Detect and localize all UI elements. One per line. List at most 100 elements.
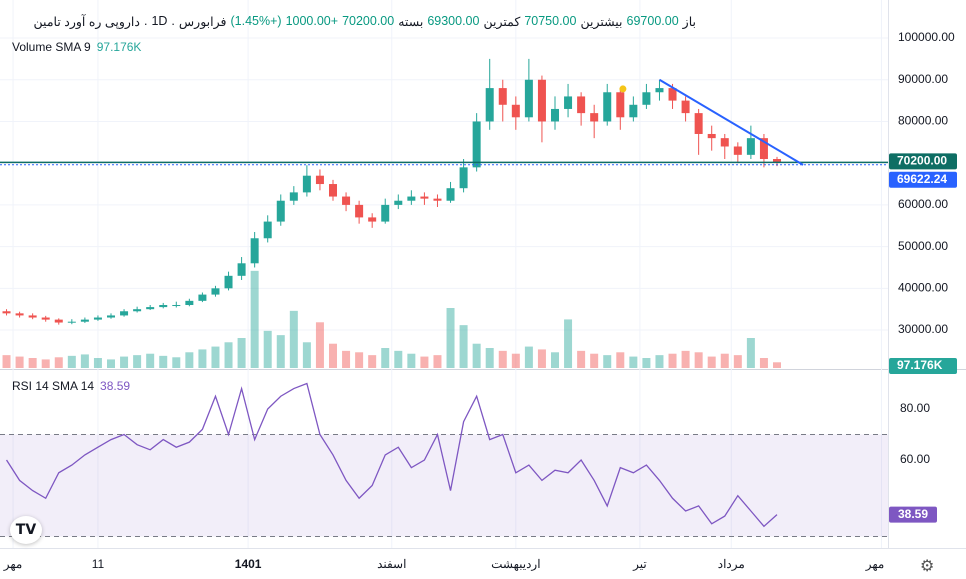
candle-body	[681, 100, 690, 114]
volume-bar	[93, 358, 102, 368]
volume-bar	[616, 352, 625, 368]
candle-body	[41, 317, 50, 320]
rsi-badge: 38.59	[898, 507, 928, 521]
candle-body	[564, 96, 573, 109]
volume-bar	[524, 346, 533, 368]
volume-bar	[551, 352, 559, 368]
x-tick-label: مهر	[865, 557, 885, 571]
candle-body	[394, 200, 403, 205]
volume-bar	[67, 355, 76, 368]
candle-body	[67, 321, 76, 323]
candle-body	[250, 238, 259, 264]
x-tick-label: مرداد	[718, 557, 745, 571]
volume-bar	[146, 353, 155, 368]
interval: 1D	[151, 14, 168, 28]
x-tick-label: 11	[92, 557, 105, 571]
candle-body	[551, 108, 559, 122]
candle-body	[276, 200, 285, 222]
y-tick-label: 50000.00	[898, 239, 948, 253]
logo[interactable]: TV	[10, 516, 42, 544]
volume-bar	[80, 354, 89, 368]
candle-body	[537, 79, 546, 122]
rsi-band	[0, 434, 888, 537]
candle-body	[2, 311, 11, 314]
ohlc-value: 69300.00	[427, 14, 480, 28]
volume-bar	[329, 343, 337, 368]
volume-badge-bg	[889, 358, 957, 374]
ohlc-label: باز	[682, 15, 696, 29]
candle-body	[289, 192, 298, 201]
volume-bar	[224, 342, 233, 368]
candle-body	[93, 317, 102, 320]
volume-bar	[302, 342, 311, 368]
candle-body	[746, 138, 755, 155]
candle-body	[773, 159, 781, 163]
candle-body	[159, 305, 168, 308]
volume-bar	[642, 358, 651, 368]
candle-body	[146, 307, 155, 310]
volume-bar	[681, 350, 690, 368]
candle-body	[355, 204, 364, 218]
trendline	[658, 78, 804, 166]
candle-body	[263, 221, 272, 239]
candle-body	[198, 294, 207, 301]
candle-body	[381, 204, 390, 222]
candle-body	[472, 121, 481, 168]
ohlc-label: بیشترین	[580, 15, 623, 29]
volume-bar	[537, 349, 546, 368]
volume-bar	[107, 359, 115, 368]
candle-body	[642, 92, 651, 105]
volume-name: Volume SMA 9	[12, 40, 91, 54]
settings-icon[interactable]: ⚙	[920, 556, 935, 575]
candle-body	[80, 319, 89, 322]
candle-body	[172, 305, 181, 307]
candle-body	[368, 217, 377, 222]
volume-bar	[564, 319, 573, 368]
volume-bar	[15, 356, 24, 368]
volume-bar	[185, 352, 194, 368]
rsi-line	[5, 382, 778, 528]
candle-body	[459, 167, 468, 189]
volume-bar	[276, 335, 285, 368]
candle-body	[54, 319, 63, 323]
volume-bar	[577, 350, 586, 368]
y-tick-label: 60000.00	[898, 197, 948, 211]
ohlc-value: 69700.00	[626, 14, 679, 28]
rsi-name: RSI 14 SMA 14	[12, 379, 95, 393]
candle-body	[590, 113, 599, 122]
bid-badge: 69622.24	[897, 172, 947, 186]
y-tick-label: 40000.00	[898, 280, 948, 294]
rsi-legend: RSI 14 SMA 14 38.59	[12, 379, 130, 393]
x-tick-label: 1401	[235, 557, 262, 571]
bid-badge-bg	[889, 171, 957, 188]
candle-body	[668, 88, 677, 101]
y-tick-label: 90000.00	[898, 72, 948, 86]
volume-bar	[237, 338, 246, 368]
exchange: فرابورس	[178, 15, 227, 29]
volume-bar	[773, 362, 781, 368]
volume-bar	[433, 355, 442, 368]
candle-body	[694, 113, 703, 134]
candle-body	[120, 311, 129, 316]
candle-body	[733, 146, 742, 155]
candle-body	[315, 175, 324, 185]
volume-bar	[668, 353, 677, 368]
x-tick-label: اسفند	[377, 557, 406, 571]
candle-body	[107, 315, 115, 318]
candle-body	[616, 92, 625, 118]
volume-bar	[420, 356, 429, 368]
candle-body	[511, 104, 520, 118]
candle-body	[224, 275, 233, 289]
volume-bar	[172, 357, 181, 368]
volume-bar	[394, 350, 403, 368]
volume-bar	[250, 270, 259, 368]
rsi-tick-label: 80.00	[900, 401, 930, 415]
volume-bar	[54, 357, 63, 368]
volume-bar	[485, 348, 494, 368]
ohlc-value: 70750.00	[524, 14, 577, 28]
volume-legend: Volume SMA 9 97.176K	[12, 40, 141, 54]
volume-bar	[289, 310, 298, 368]
candle-body	[707, 133, 716, 139]
volume-bar	[603, 355, 612, 368]
